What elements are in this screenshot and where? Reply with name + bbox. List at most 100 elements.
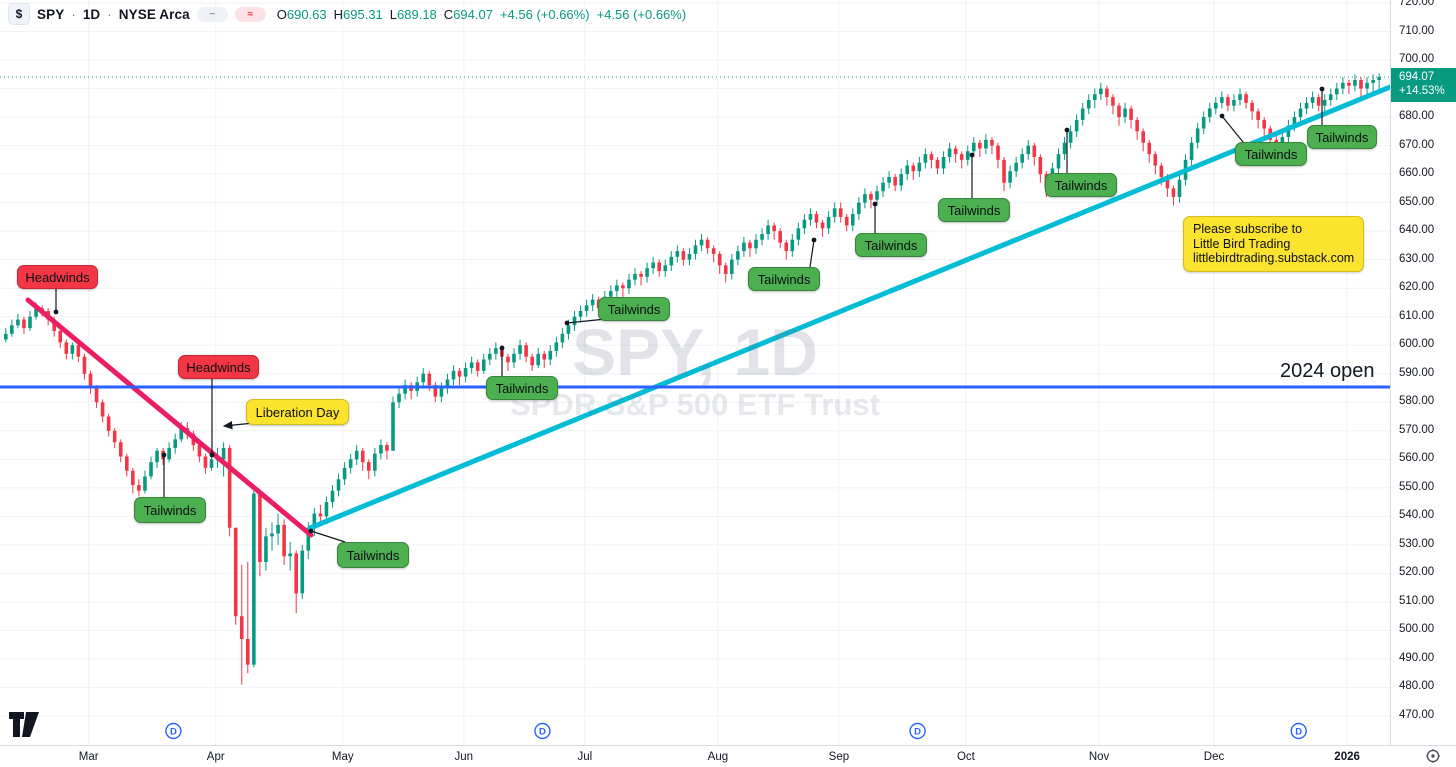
time-axis-label[interactable]: Jun: [454, 751, 474, 763]
candle-body: [1359, 80, 1363, 89]
candle-body: [1250, 102, 1254, 112]
candle-body: [1177, 179, 1182, 197]
dividend-marker-icon[interactable]: [534, 722, 551, 740]
candle-body: [887, 176, 891, 183]
candle-body: [1244, 94, 1248, 103]
candle-body: [911, 165, 916, 172]
candle-body: [784, 242, 789, 252]
flag-headwinds[interactable]: Headwinds: [17, 265, 98, 289]
candle-body: [808, 214, 813, 220]
flag-headwinds[interactable]: Headwinds: [178, 355, 259, 379]
dividend-marker-icon[interactable]: [165, 722, 182, 740]
candle-body: [941, 157, 946, 169]
candle-body: [173, 439, 177, 448]
candle-body: [397, 393, 401, 403]
flag-anchor-dot: [969, 152, 975, 158]
dividend-marker-letter: D: [914, 726, 921, 737]
flag-tailwinds[interactable]: Tailwinds: [486, 376, 558, 400]
price-axis-label: 570.00: [1399, 423, 1435, 436]
candle-body: [1220, 97, 1224, 103]
candle-body: [1020, 154, 1024, 163]
candle-body: [131, 470, 135, 485]
candle-body: [1262, 119, 1266, 129]
candle-body: [893, 176, 897, 186]
flag-tailwinds[interactable]: Tailwinds: [134, 497, 206, 523]
candle-body: [22, 319, 26, 329]
candle-body: [137, 484, 141, 491]
dividend-marker-letter: D: [1295, 726, 1302, 737]
flag-anchor-dot: [811, 237, 817, 243]
dividend-marker-icon[interactable]: [1290, 722, 1307, 740]
flag-tailwinds[interactable]: Tailwinds: [748, 267, 820, 291]
candle-body: [463, 368, 468, 377]
candle-body: [1099, 88, 1103, 95]
downtrend-line[interactable]: [25, 297, 314, 538]
candle-body: [1080, 108, 1085, 120]
flag-tailwinds[interactable]: Tailwinds: [598, 297, 670, 321]
candle-body: [832, 208, 837, 217]
open-line-label[interactable]: 2024 open: [1280, 360, 1375, 382]
candle-body: [802, 219, 807, 229]
candle-body: [1032, 145, 1037, 158]
price-axis-label: 580.00: [1399, 395, 1435, 408]
candle-body: [457, 370, 462, 377]
time-axis-label[interactable]: Aug: [707, 751, 729, 763]
uptrend-line[interactable]: [307, 83, 1390, 531]
close-value: 694.07: [453, 6, 493, 22]
candle-body: [796, 228, 801, 240]
candle-body: [790, 239, 795, 252]
time-axis-label[interactable]: May: [331, 751, 354, 763]
candle-body: [373, 453, 377, 471]
time-axis-label[interactable]: Dec: [1203, 751, 1225, 763]
candle-body: [736, 251, 740, 260]
symbol-name[interactable]: SPY: [37, 6, 65, 22]
separator-dot: ·: [107, 6, 112, 22]
subscribe-note[interactable]: Please subscribe to Little Bird Trading …: [1183, 216, 1365, 272]
flag-tailwinds[interactable]: Tailwinds: [1045, 173, 1117, 197]
flag-tailwinds[interactable]: Tailwinds: [337, 542, 409, 568]
candle-body: [548, 350, 553, 360]
time-axis-label[interactable]: Apr: [206, 751, 225, 763]
settings-gear-icon[interactable]: [1424, 747, 1442, 765]
flag-tailwinds[interactable]: Tailwinds: [855, 233, 927, 257]
candle-body: [621, 285, 625, 289]
candle-body: [233, 527, 238, 617]
candle-body: [445, 379, 450, 389]
candle-body: [929, 154, 934, 160]
candle-body: [494, 348, 498, 354]
candle-body: [52, 319, 56, 331]
indicator-dash-pill[interactable]: −: [196, 6, 228, 22]
flag-tailwinds[interactable]: Tailwinds: [1307, 125, 1377, 149]
candle-body: [125, 456, 129, 471]
note-line-2: Little Bird Trading: [1193, 236, 1291, 251]
time-axis-label[interactable]: Oct: [956, 751, 975, 763]
time-axis-label[interactable]: 2026: [1334, 751, 1360, 763]
candle-body: [905, 165, 910, 175]
interval[interactable]: 1D: [82, 6, 101, 22]
time-axis-label[interactable]: Jul: [577, 751, 593, 763]
flag-tailwinds[interactable]: Tailwinds: [938, 198, 1010, 222]
tradingview-logo-icon[interactable]: [9, 712, 39, 738]
flag-tailwinds[interactable]: Tailwinds: [1235, 142, 1307, 166]
candle-body: [1008, 171, 1012, 183]
candle-body: [143, 476, 147, 491]
time-axis-label[interactable]: Sep: [828, 751, 850, 763]
time-axis[interactable]: Mar Apr May Jun Jul Aug Sep Oct Nov Dec 2026: [0, 745, 1456, 767]
candle-body: [584, 305, 589, 312]
flag-liberation-day[interactable]: Liberation Day: [246, 399, 349, 425]
candle-body: [978, 142, 982, 149]
dividend-marker-icon[interactable]: [909, 722, 926, 740]
candle-body: [1310, 97, 1315, 103]
time-axis-label[interactable]: Nov: [1088, 751, 1110, 763]
high-value: 695.31: [343, 6, 383, 22]
candle-body: [288, 553, 292, 557]
symbol-logo-icon[interactable]: $: [8, 3, 30, 25]
candle-body: [669, 256, 674, 266]
price-axis[interactable]: 694.07 +14.53% 470.00 480.00 490.00 500.00 5…: [1390, 0, 1456, 745]
candle-body: [826, 216, 831, 229]
candle-body: [687, 253, 692, 260]
indicator-wave-pill[interactable]: ≈: [234, 6, 266, 22]
time-axis-label[interactable]: Mar: [78, 751, 99, 763]
